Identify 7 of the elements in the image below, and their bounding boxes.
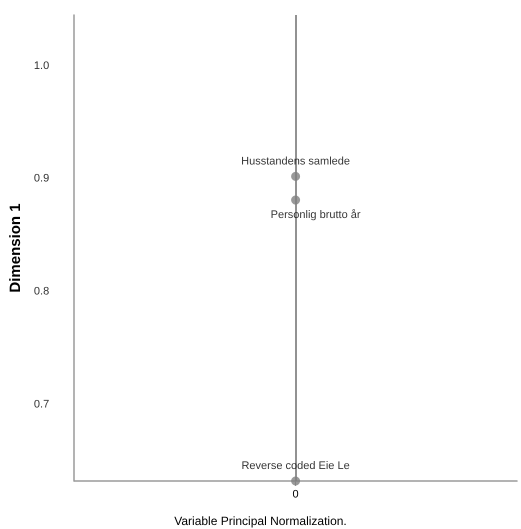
y-tick-label: 0.8 bbox=[34, 285, 50, 298]
y-tick-label: 0.9 bbox=[34, 172, 50, 185]
y-axis-title: Dimension 1 bbox=[7, 203, 24, 293]
x-tick-label: 0 bbox=[292, 488, 299, 500]
text: Variable Principal Normalization. bbox=[174, 514, 347, 528]
y-tick-label: 1.0 bbox=[34, 60, 50, 72]
y-tick-label: 0.7 bbox=[34, 398, 50, 410]
